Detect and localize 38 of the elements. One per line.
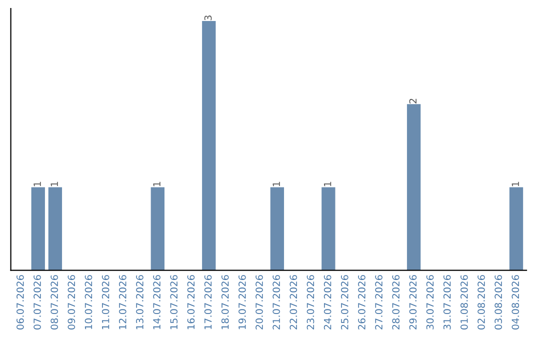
- x-tick-label: 20.07.2026: [256, 275, 263, 330]
- x-tick-label: 16.07.2026: [187, 275, 195, 330]
- x-tick-label: 07.07.2026: [34, 275, 41, 330]
- x-tick-label: 14.07.2026: [153, 275, 160, 330]
- x-tick-label: 30.07.2026: [426, 275, 434, 330]
- data-label: 1: [324, 182, 332, 186]
- data-label: 1: [50, 182, 58, 186]
- x-tick-label: 31.07.2026: [443, 275, 451, 330]
- x-tick-label: 11.07.2026: [102, 275, 110, 330]
- x-tick-label: 21.07.2026: [272, 275, 280, 330]
- x-tick-label: 27.07.2026: [375, 275, 382, 330]
- x-tick-label: 06.07.2026: [16, 275, 24, 330]
- x-tick-label: 02.08.2026: [478, 275, 485, 330]
- x-tick-label: 04.08.2026: [512, 275, 520, 330]
- x-tick-label: 12.07.2026: [118, 275, 126, 330]
- x-tick-label: 29.07.2026: [409, 275, 417, 330]
- data-label: 2: [409, 98, 416, 104]
- x-tick-label: 18.07.2026: [221, 275, 229, 330]
- data-label: 1: [153, 182, 160, 186]
- x-tick-label: 15.07.2026: [170, 275, 178, 330]
- x-tick-label: 25.07.2026: [340, 275, 348, 330]
- x-tick-label: 10.07.2026: [84, 275, 92, 330]
- x-tick-label: 26.07.2026: [358, 275, 366, 330]
- x-tick-label: 09.07.2026: [68, 275, 76, 330]
- data-label: 1: [272, 182, 280, 186]
- x-tick-label: 28.07.2026: [392, 275, 400, 330]
- data-label: 1: [34, 182, 41, 186]
- x-tick-label: 08.07.2026: [50, 275, 58, 330]
- x-tick-label: 22.07.2026: [290, 275, 298, 330]
- data-label: 3: [204, 16, 212, 20]
- x-tick-label: 01.08.2026: [460, 275, 468, 330]
- x-tick-label: 23.07.2026: [306, 275, 314, 330]
- data-label: 1: [512, 182, 519, 186]
- x-tick-label: 03.08.2026: [494, 275, 502, 330]
- x-tick-label: 19.07.2026: [238, 275, 246, 330]
- x-tick-label: 13.07.2026: [136, 275, 144, 330]
- x-tick-label: 17.07.2026: [204, 275, 212, 330]
- x-tick-label: 24.07.2026: [324, 275, 332, 330]
